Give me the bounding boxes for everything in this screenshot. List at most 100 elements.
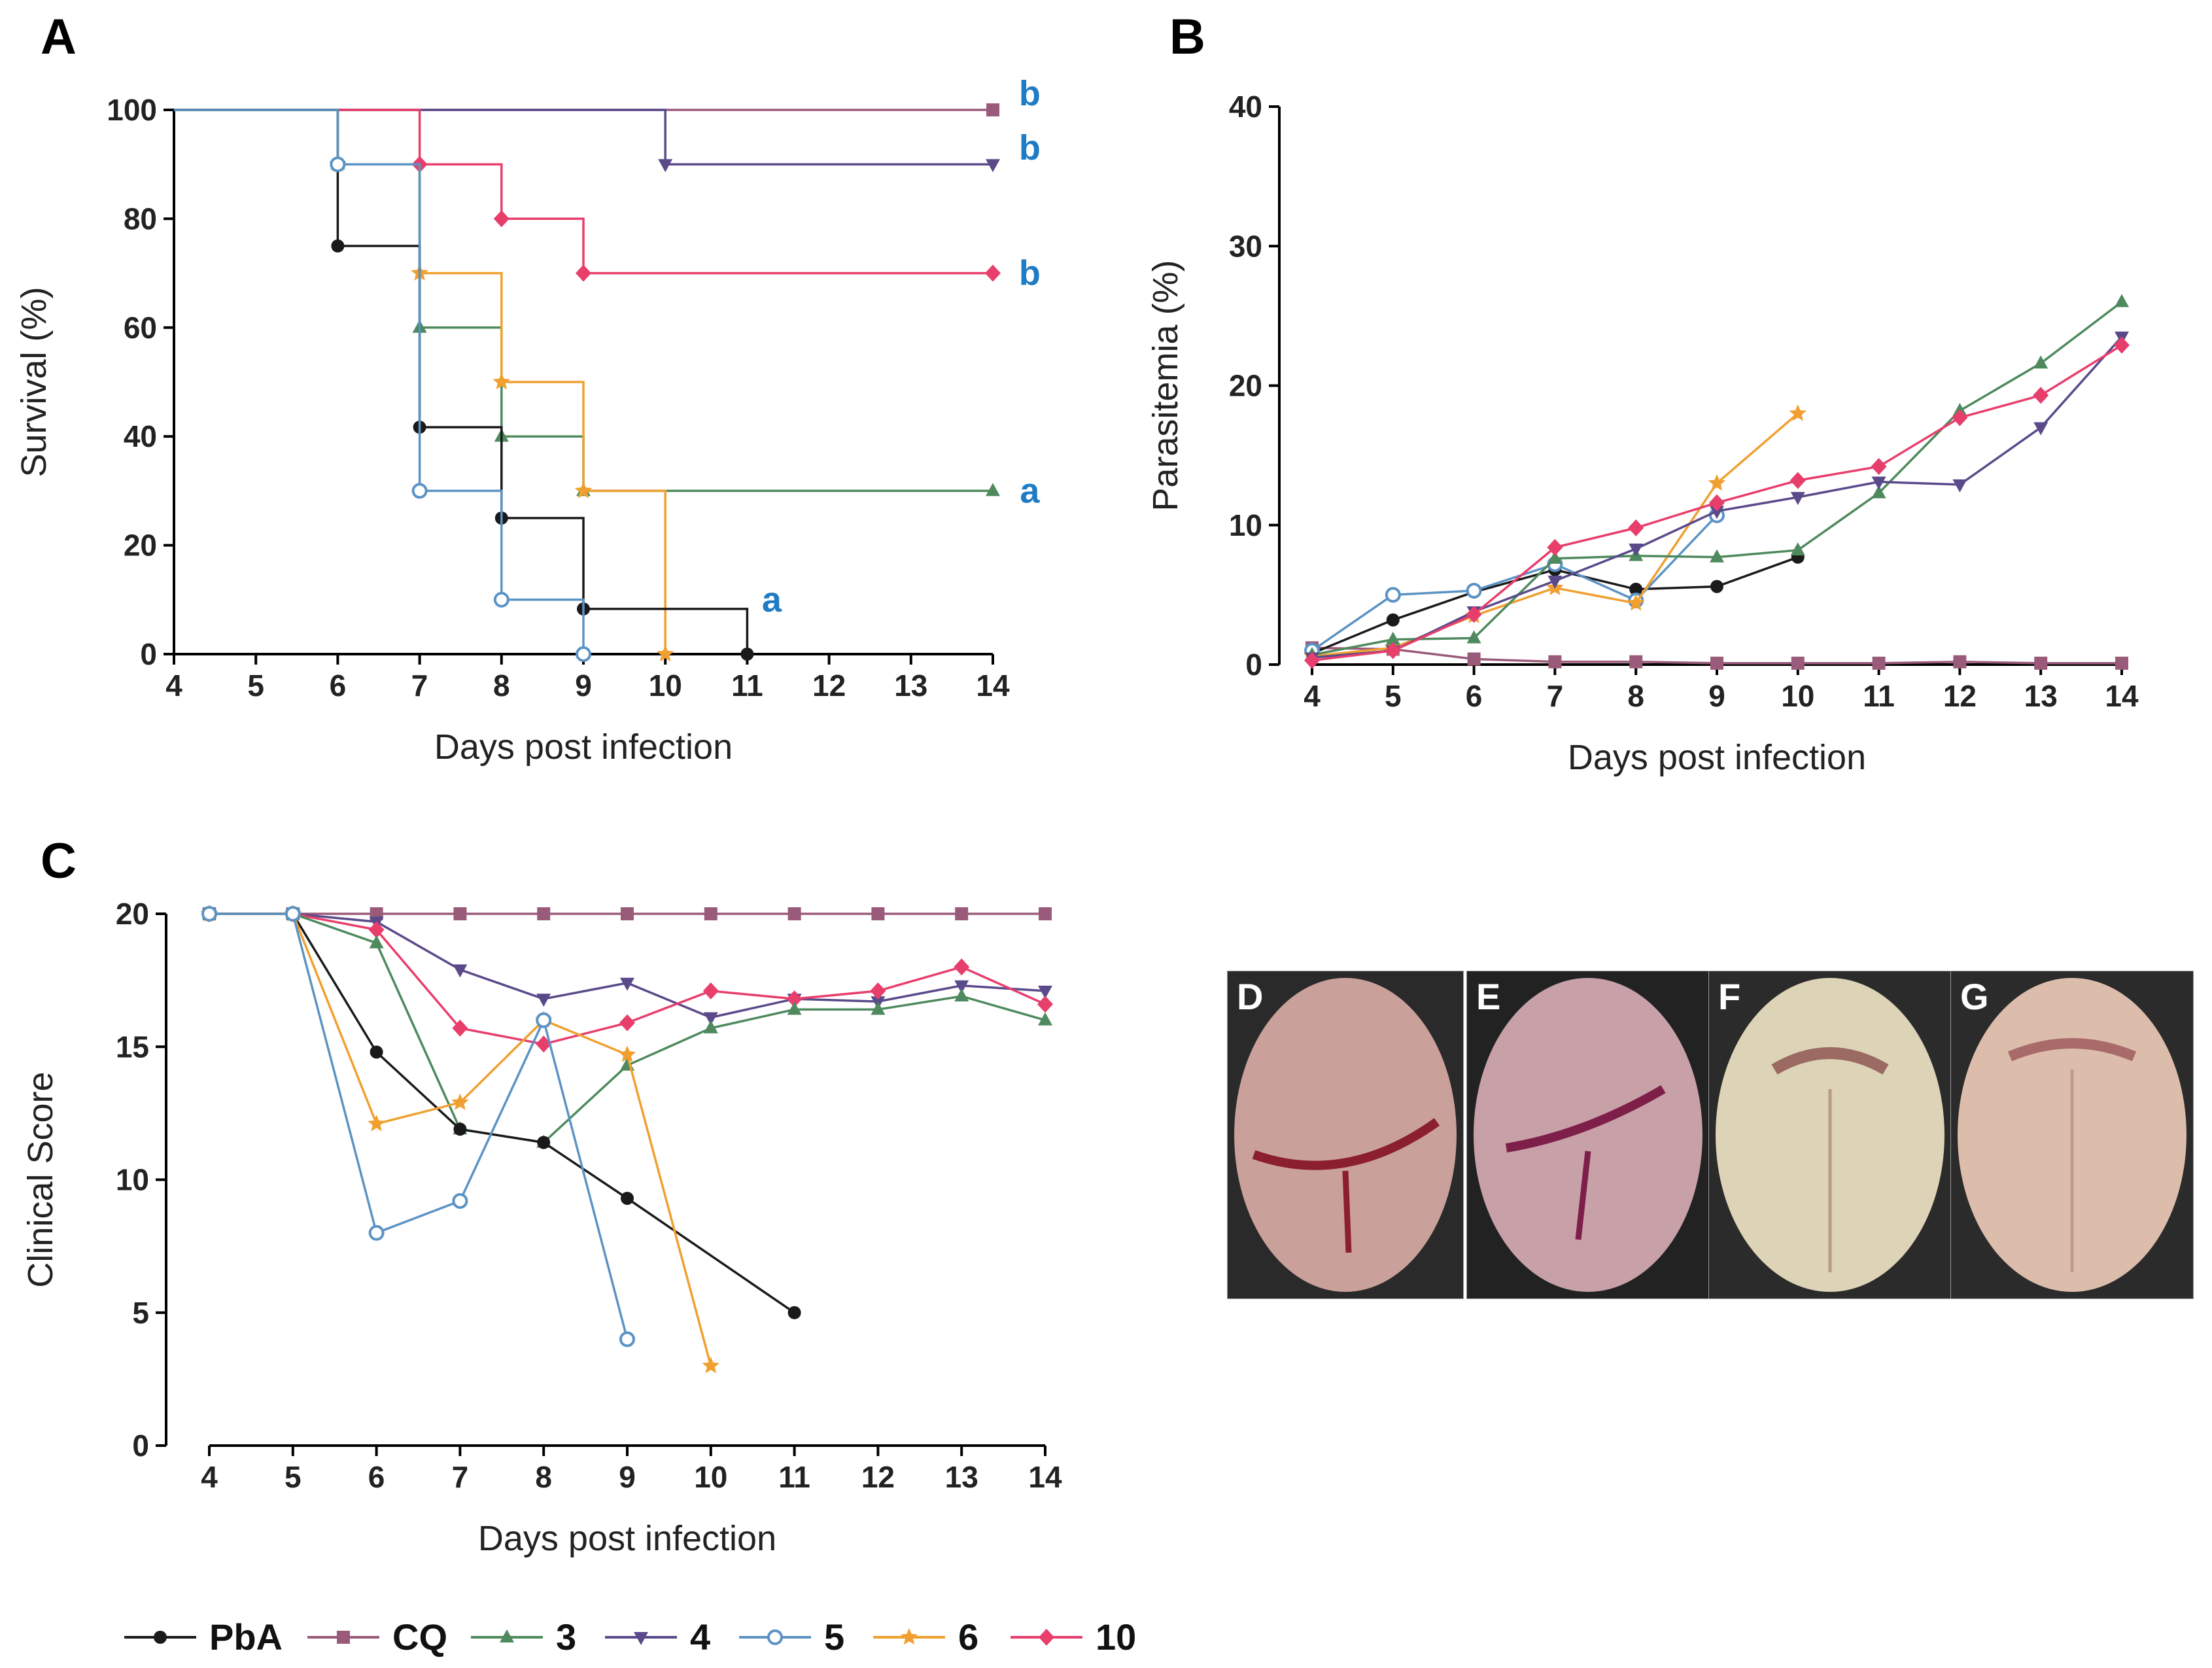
panel-label-a: A: [41, 9, 77, 65]
significance-letter: a: [1020, 471, 1040, 510]
survival-line-10: [174, 109, 993, 275]
clinical-line-6: [209, 912, 712, 1366]
brain-image-f: [1716, 978, 1944, 1292]
brain-photo-d: D: [1227, 971, 1464, 1299]
panel-label-b: B: [1169, 9, 1205, 65]
legend-marker-CQ: [337, 1631, 350, 1644]
parasitemia-marker-CQ: [2034, 656, 2048, 670]
x-tick-label: 6: [1466, 679, 1483, 713]
y-tick-label: 30: [1229, 229, 1262, 263]
x-tick-label: 5: [247, 669, 264, 703]
clinical-marker-6: [368, 1115, 385, 1132]
parasitemia-marker-5: [1466, 582, 1482, 599]
survival-marker-5: [493, 591, 510, 608]
clinical-marker-4: [1038, 985, 1052, 999]
survival-line-PbA: [174, 109, 749, 654]
x-axis-title: Days post infection: [478, 1519, 776, 1558]
x-tick-label: 8: [1627, 679, 1644, 713]
clinical-marker-CQ: [787, 907, 801, 920]
survival-marker-5: [330, 156, 346, 173]
y-tick-label: 5: [132, 1296, 149, 1330]
parasitemia-marker-4: [1547, 576, 1563, 589]
parasitemia-marker-3: [1871, 485, 1886, 498]
parasitemia-marker-10: [1789, 472, 1806, 489]
y-axis-title: Survival (%): [14, 287, 54, 477]
brain-image-e: [1474, 978, 1702, 1292]
significance-letter: a: [762, 580, 782, 619]
clinical-marker-5: [285, 906, 301, 922]
y-tick-label: 20: [116, 897, 149, 931]
parasitemia-marker-3: [1790, 542, 1805, 556]
y-tick-label: 60: [124, 311, 157, 345]
parasitemia-marker-3: [1710, 549, 1724, 563]
parasitemia-marker-CQ: [1548, 655, 1562, 669]
clinical-score-chart: 0 5 10 15 20 4 5 6 7 8 9 10 11 12 13 14 Days post infect…: [21, 897, 1062, 1558]
clinical-marker-4: [453, 964, 468, 978]
x-tick-label: 12: [812, 669, 846, 703]
x-tick-label: 10: [694, 1460, 727, 1494]
parasitemia-marker-CQ: [1467, 652, 1481, 666]
parasitemia-marker-CQ: [1791, 656, 1805, 670]
clinical-marker-3: [787, 1001, 802, 1015]
legend-marker-3: [500, 1629, 514, 1642]
parasitemia-marker-4: [1629, 544, 1644, 557]
clinical-marker-5: [368, 1225, 385, 1241]
parasitemia-marker-CQ: [1710, 656, 1723, 670]
x-tick-label: 12: [861, 1460, 895, 1494]
brain-photo-f: F: [1708, 971, 1952, 1299]
y-tick-label: 0: [140, 637, 157, 671]
x-tick-label: 9: [619, 1460, 636, 1494]
x-tick-label: 7: [411, 669, 428, 703]
clinical-marker-5: [452, 1193, 468, 1209]
parasitemia-marker-CQ: [1953, 655, 1967, 669]
survival-line-4: [174, 109, 993, 165]
panel-label-c: C: [41, 833, 77, 889]
clinical-marker-10: [870, 982, 886, 999]
clinical-marker-3: [703, 1020, 718, 1034]
x-tick-label: 14: [2105, 679, 2139, 713]
x-tick-label: 11: [778, 1460, 810, 1494]
x-tick-label: 8: [493, 669, 510, 703]
legend-marker-10: [1039, 1629, 1054, 1646]
parasitemia-marker-10: [1628, 519, 1644, 537]
brain-image-g: [1958, 978, 2186, 1292]
clinical-marker-10: [619, 1014, 635, 1032]
clinical-marker-3: [369, 935, 384, 948]
parasitemia-marker-10: [1304, 652, 1320, 669]
parasitemia-marker-3: [1385, 631, 1400, 645]
clinical-marker-3: [954, 988, 969, 1002]
photo-label-e: E: [1476, 976, 1501, 1017]
significance-letter: b: [1019, 74, 1041, 113]
significance-letter: b: [1019, 128, 1041, 167]
x-tick-label: 13: [945, 1460, 978, 1494]
parasitemia-marker-4: [1790, 492, 1805, 506]
x-tick-label: 14: [976, 669, 1010, 703]
survival-marker-6: [493, 373, 511, 390]
survival-marker-10: [985, 264, 1001, 282]
y-tick-label: 0: [132, 1429, 149, 1463]
legend: PbA CQ 3 4 5 6 10: [124, 1616, 1136, 1658]
legend-label-10: 10: [1096, 1616, 1136, 1658]
x-tick-label: 5: [285, 1460, 302, 1494]
x-tick-label: 13: [2024, 679, 2058, 713]
photo-label-f: F: [1718, 976, 1741, 1017]
survival-marker-5: [411, 483, 428, 499]
x-tick-label: 5: [1385, 679, 1402, 713]
parasitemia-marker-4: [1710, 506, 1724, 519]
parasitemia-marker-PbA: [1386, 613, 1400, 627]
survival-chart: 0 20 40 60 80 100 4 5 6 7 8 9 10 11 12 13 14 Days post in…: [14, 74, 1041, 767]
parasitemia-marker-10: [1871, 458, 1887, 476]
clinical-marker-6: [702, 1357, 720, 1374]
parasitemia-marker-PbA: [1629, 582, 1643, 596]
survival-marker-4: [986, 159, 1000, 173]
legend-label-6: 6: [958, 1616, 978, 1658]
survival-marker-10: [493, 210, 510, 228]
clinical-marker-PbA: [370, 1045, 383, 1059]
x-tick-label: 14: [1028, 1460, 1062, 1494]
y-tick-label: 10: [1229, 508, 1262, 542]
survival-marker-3: [986, 483, 1000, 496]
parasitemia-marker-10: [1709, 494, 1725, 512]
photo-label-g: G: [1960, 976, 1989, 1017]
y-tick-label: 40: [1229, 90, 1262, 124]
